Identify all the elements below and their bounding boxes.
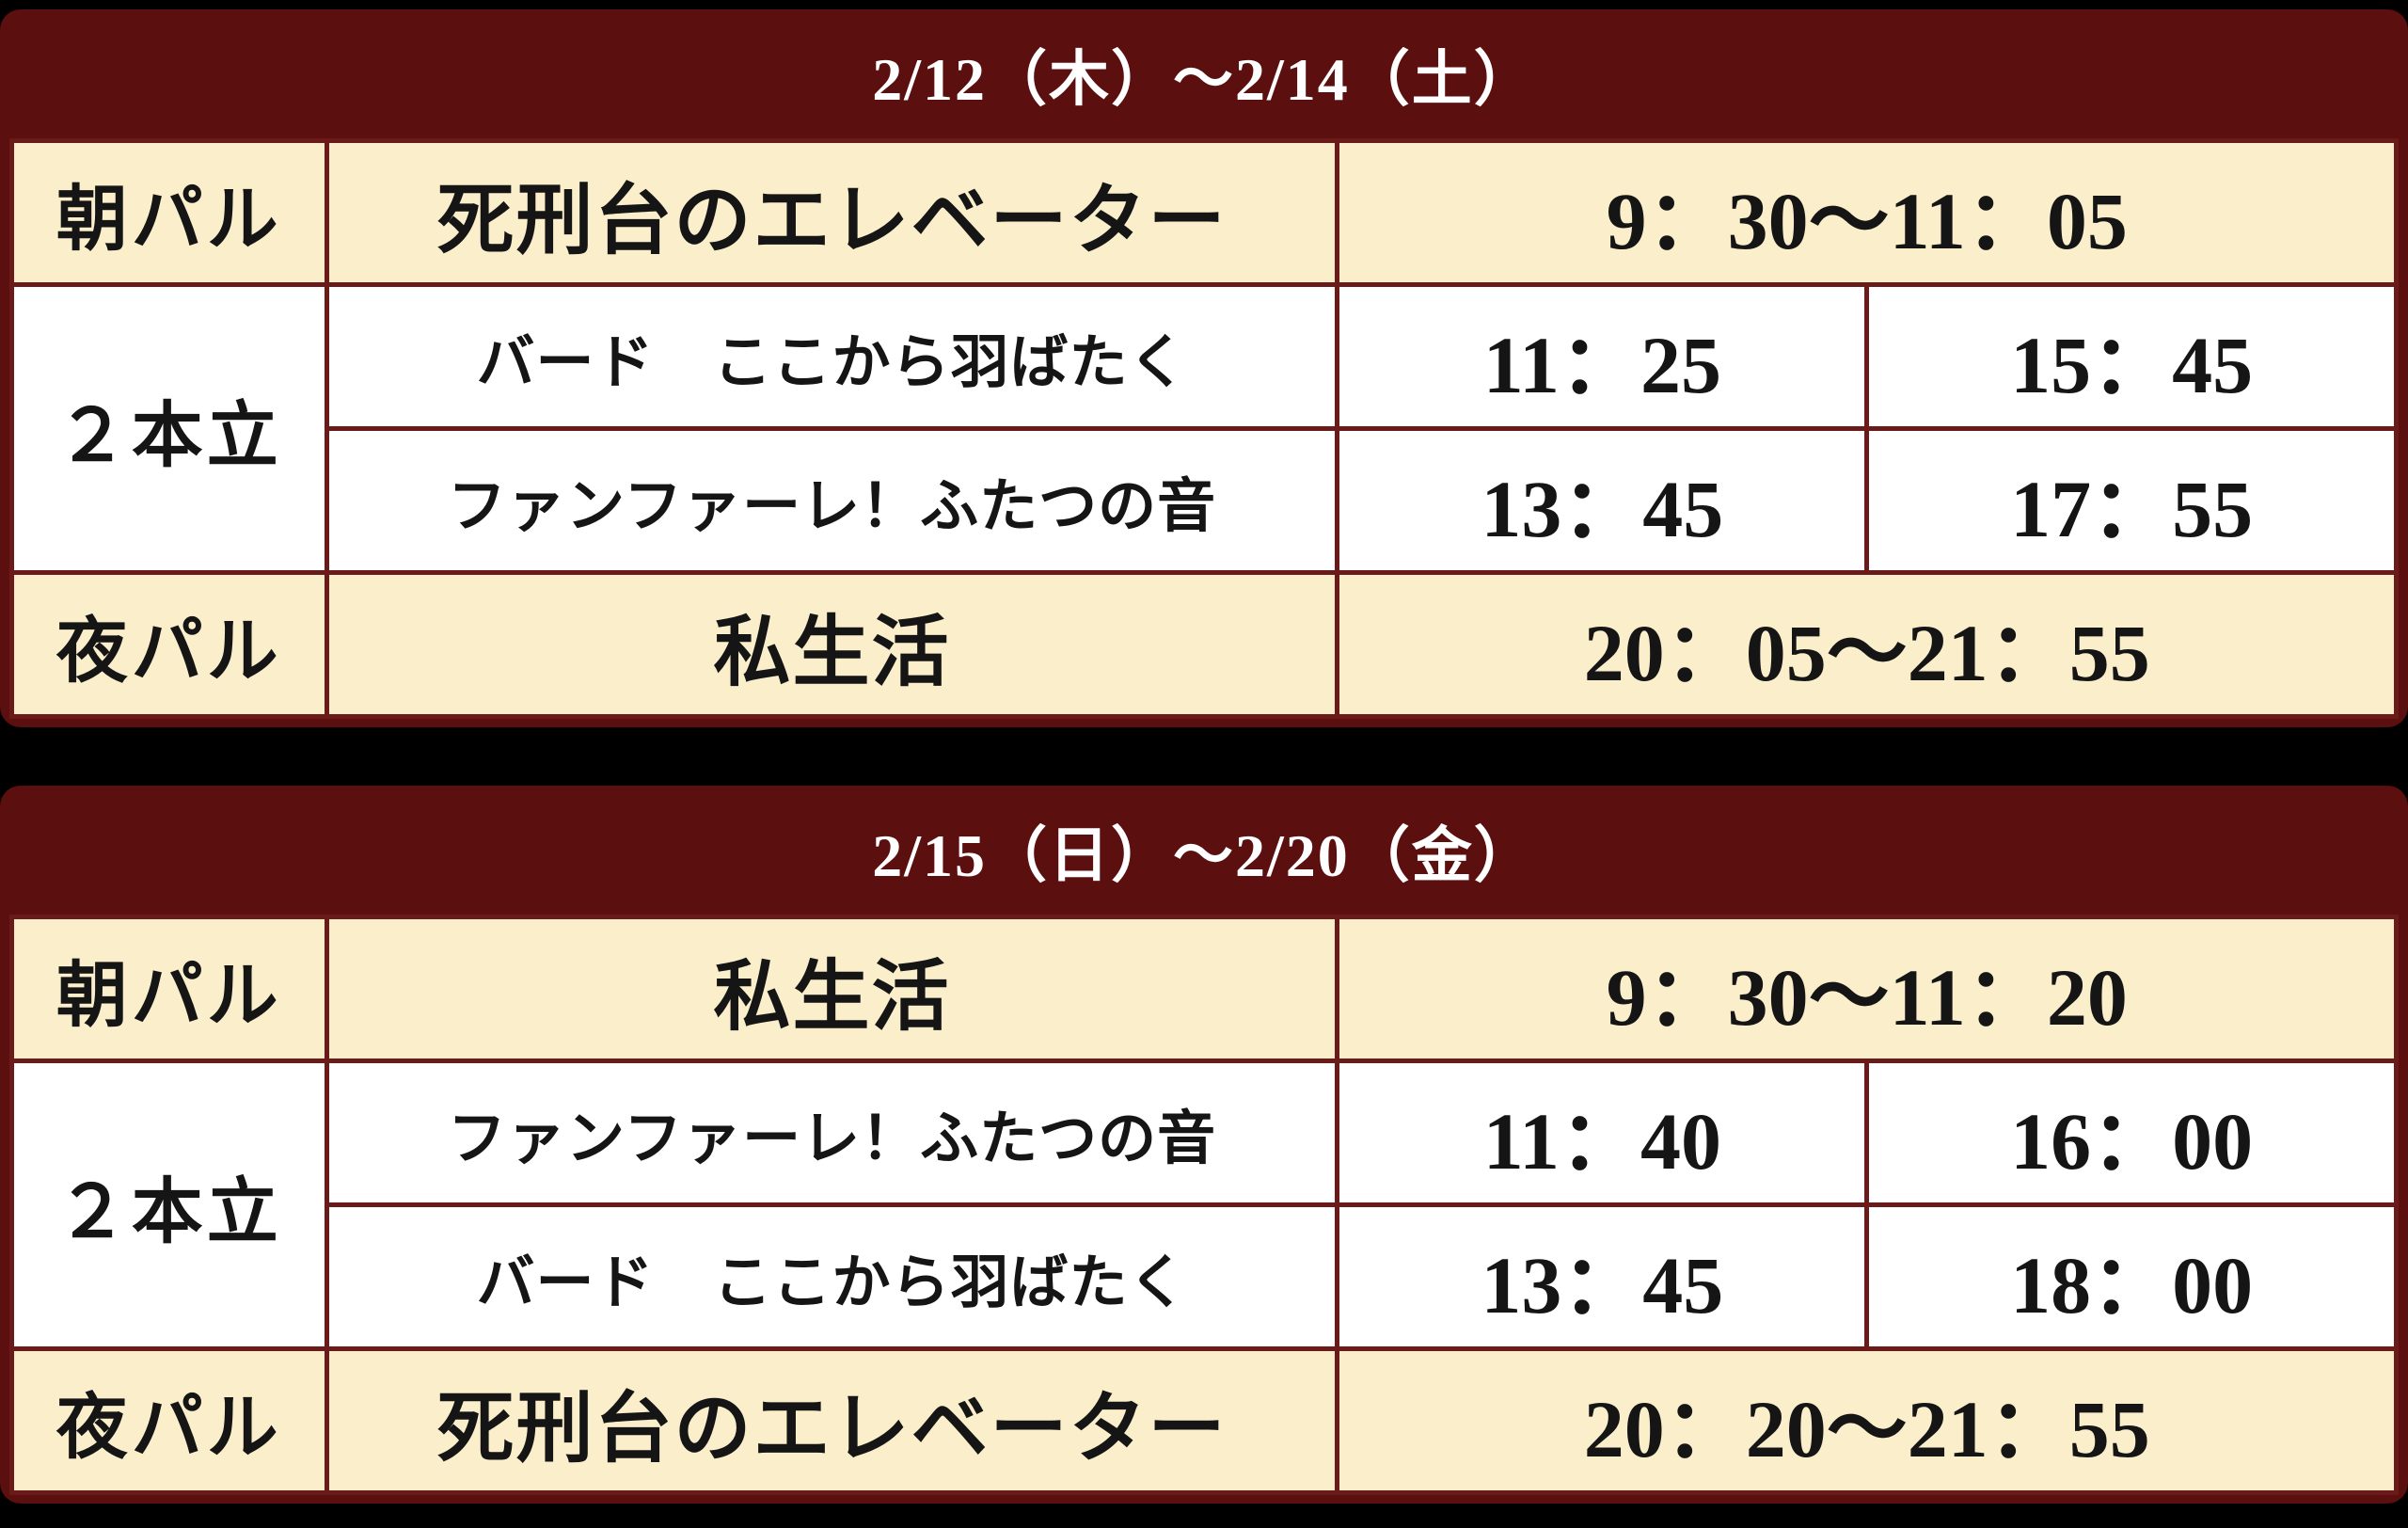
showtime-first: 11：40 <box>1335 1058 1870 1207</box>
film-title: ファンファーレ！ふたつの音 <box>324 426 1340 575</box>
slot-label-evening: 夜パル <box>9 1346 329 1495</box>
showtime-second: 15：45 <box>1864 282 2399 431</box>
table-row: ２本立 バード ここから羽ばたく 11：25 15：45 <box>9 282 2399 575</box>
schedule-table-week2: 2/15（日）～2/20（金） 朝パル 私生活 9：30～11：20 ２本立 フ… <box>0 786 2408 1504</box>
table2-date-range-header: 2/15（日）～2/20（金） <box>872 821 1536 889</box>
showtime-range: 9：30～11：20 <box>1335 915 2399 1063</box>
showtime-second: 17：55 <box>1864 426 2399 575</box>
film-title: 死刑台のエレベーター <box>324 138 1340 287</box>
film-title: 死刑台のエレベーター <box>324 1346 1340 1495</box>
film-title: 私生活 <box>324 915 1340 1063</box>
showtime-range: 20：20～21：55 <box>1335 1346 2399 1495</box>
table-row: 朝パル 私生活 9：30～11：20 <box>9 915 2399 1063</box>
showtime-first: 13：45 <box>1335 1202 1870 1351</box>
table-row: 朝パル 死刑台のエレベーター 9：30～11：05 <box>9 138 2399 287</box>
table1-date-range-header: 2/12（木）～2/14（土） <box>872 45 1536 113</box>
slot-label-double-feature: ２本立 <box>9 1058 329 1351</box>
slot-label-double-feature: ２本立 <box>9 282 329 575</box>
table1-grid: 朝パル 死刑台のエレベーター 9：30～11：05 ２本立 バード ここから羽ば… <box>9 138 2399 719</box>
showtime-range: 20：05～21：55 <box>1335 570 2399 719</box>
showtime-range: 9：30～11：05 <box>1335 138 2399 287</box>
table-row: 夜パル 死刑台のエレベーター 20：20～21：55 <box>9 1346 2399 1495</box>
schedule-table-week1: 2/12（木）～2/14（土） 朝パル 死刑台のエレベーター 9：30～11：0… <box>0 9 2408 727</box>
table-row: バード ここから羽ばたく 13：45 18：00 <box>12 1202 2399 1351</box>
table-row: ファンファーレ！ふたつの音 13：45 17：55 <box>12 426 2399 575</box>
slot-label-morning: 朝パル <box>9 915 329 1063</box>
slot-label-morning: 朝パル <box>9 138 329 287</box>
showtime-first: 11：25 <box>1335 282 1870 431</box>
table-row: 夜パル 私生活 20：05～21：55 <box>9 570 2399 719</box>
showtime-second: 18：00 <box>1864 1202 2399 1351</box>
film-title: バード ここから羽ばたく <box>324 282 1340 431</box>
film-title: 私生活 <box>324 570 1340 719</box>
showtime-first: 13：45 <box>1335 426 1870 575</box>
table2-grid: 朝パル 私生活 9：30～11：20 ２本立 ファンファーレ！ふたつの音 11：… <box>9 915 2399 1495</box>
film-title: ファンファーレ！ふたつの音 <box>324 1058 1340 1207</box>
film-title: バード ここから羽ばたく <box>324 1202 1340 1351</box>
table-row: ２本立 ファンファーレ！ふたつの音 11：40 16：00 <box>9 1058 2399 1351</box>
showtime-second: 16：00 <box>1864 1058 2399 1207</box>
slot-label-evening: 夜パル <box>9 570 329 719</box>
